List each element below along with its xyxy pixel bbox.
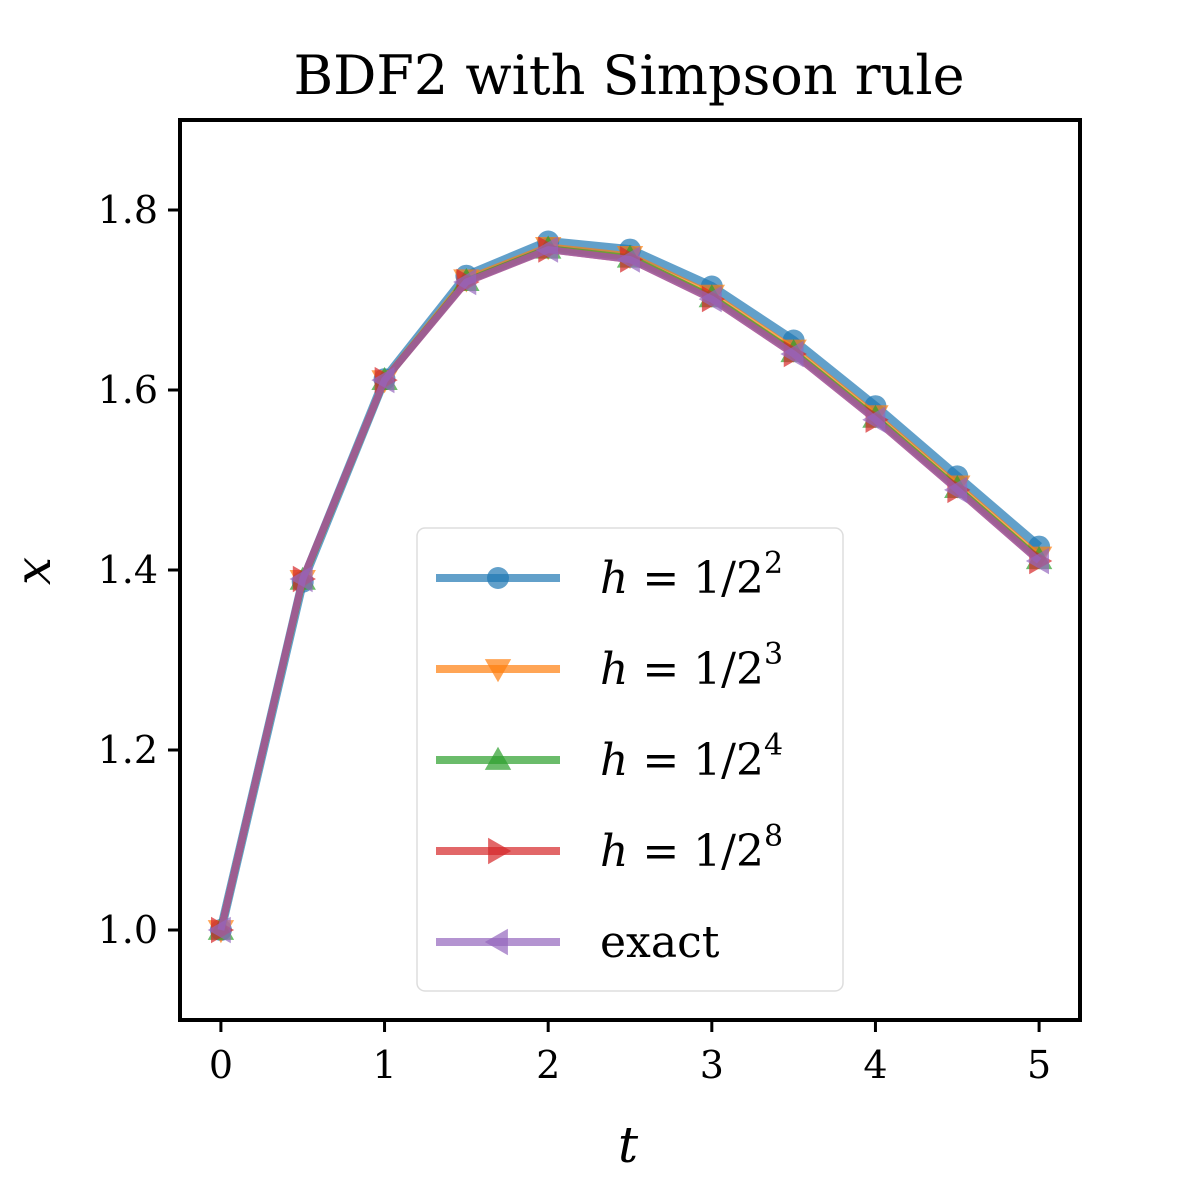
data-point-4-0 (207, 916, 231, 944)
y-axis-label: x (4, 557, 62, 585)
legend-label-0: h = 1/22 (600, 546, 783, 604)
y-tick-label-3: 1.6 (98, 368, 158, 412)
legend-label-2: h = 1/24 (600, 728, 783, 786)
legend-label-4: exact (600, 917, 720, 968)
legend-marker-1 (484, 659, 512, 683)
chart-title: BDF2 with Simpson rule (293, 44, 964, 107)
legend-entry-2: h = 1/24 (436, 728, 783, 786)
legend-entry-1: h = 1/23 (436, 637, 783, 695)
data-point-4-8 (862, 406, 886, 433)
legend-box (416, 527, 844, 992)
data-point-4-3 (453, 268, 477, 296)
y-tick-label-1: 1.2 (98, 728, 158, 772)
x-tick-label-0: 0 (209, 1043, 233, 1087)
data-point-4-6 (698, 285, 722, 313)
y-tick-label-2: 1.4 (98, 548, 158, 592)
data-point-4-9 (944, 476, 968, 504)
data-point-4-7 (780, 340, 804, 368)
data-point-4-5 (616, 246, 640, 273)
y-tick-label-0: 1.0 (98, 908, 158, 952)
data-point-4-10 (1025, 547, 1049, 575)
legend-label-1: h = 1/23 (600, 637, 783, 695)
legend-marker-2 (484, 746, 512, 770)
legend-entry-0: h = 1/22 (436, 546, 783, 604)
legend-marker-0 (487, 567, 509, 589)
x-tick-label-1: 1 (372, 1043, 396, 1087)
x-tick-label-2: 2 (536, 1043, 560, 1087)
x-tick-label-4: 4 (863, 1043, 887, 1087)
y-tick-label-4: 1.8 (98, 188, 158, 232)
data-point-4-4 (534, 236, 559, 263)
x-tick-label-5: 5 (1027, 1043, 1051, 1087)
legend-label-3: h = 1/28 (600, 819, 783, 877)
data-point-4-2 (371, 366, 395, 394)
legend: h = 1/22 h = 1/23 h = 1/24 h = 1/28 exact (416, 527, 844, 992)
plot-area (207, 230, 1053, 944)
x-axis-label: t (618, 1116, 639, 1174)
axes: 0 1 2 3 4 5 1.0 1.2 1.4 1.6 1.8 (98, 118, 1082, 1087)
legend-entry-4: exact (436, 917, 720, 968)
legend-marker-4 (484, 928, 508, 956)
series-4 (207, 236, 1049, 944)
legend-entry-3: h = 1/28 (436, 819, 783, 877)
data-point-4-1 (289, 565, 313, 593)
legend-marker-3 (488, 837, 512, 865)
x-tick-label-3: 3 (700, 1043, 724, 1087)
